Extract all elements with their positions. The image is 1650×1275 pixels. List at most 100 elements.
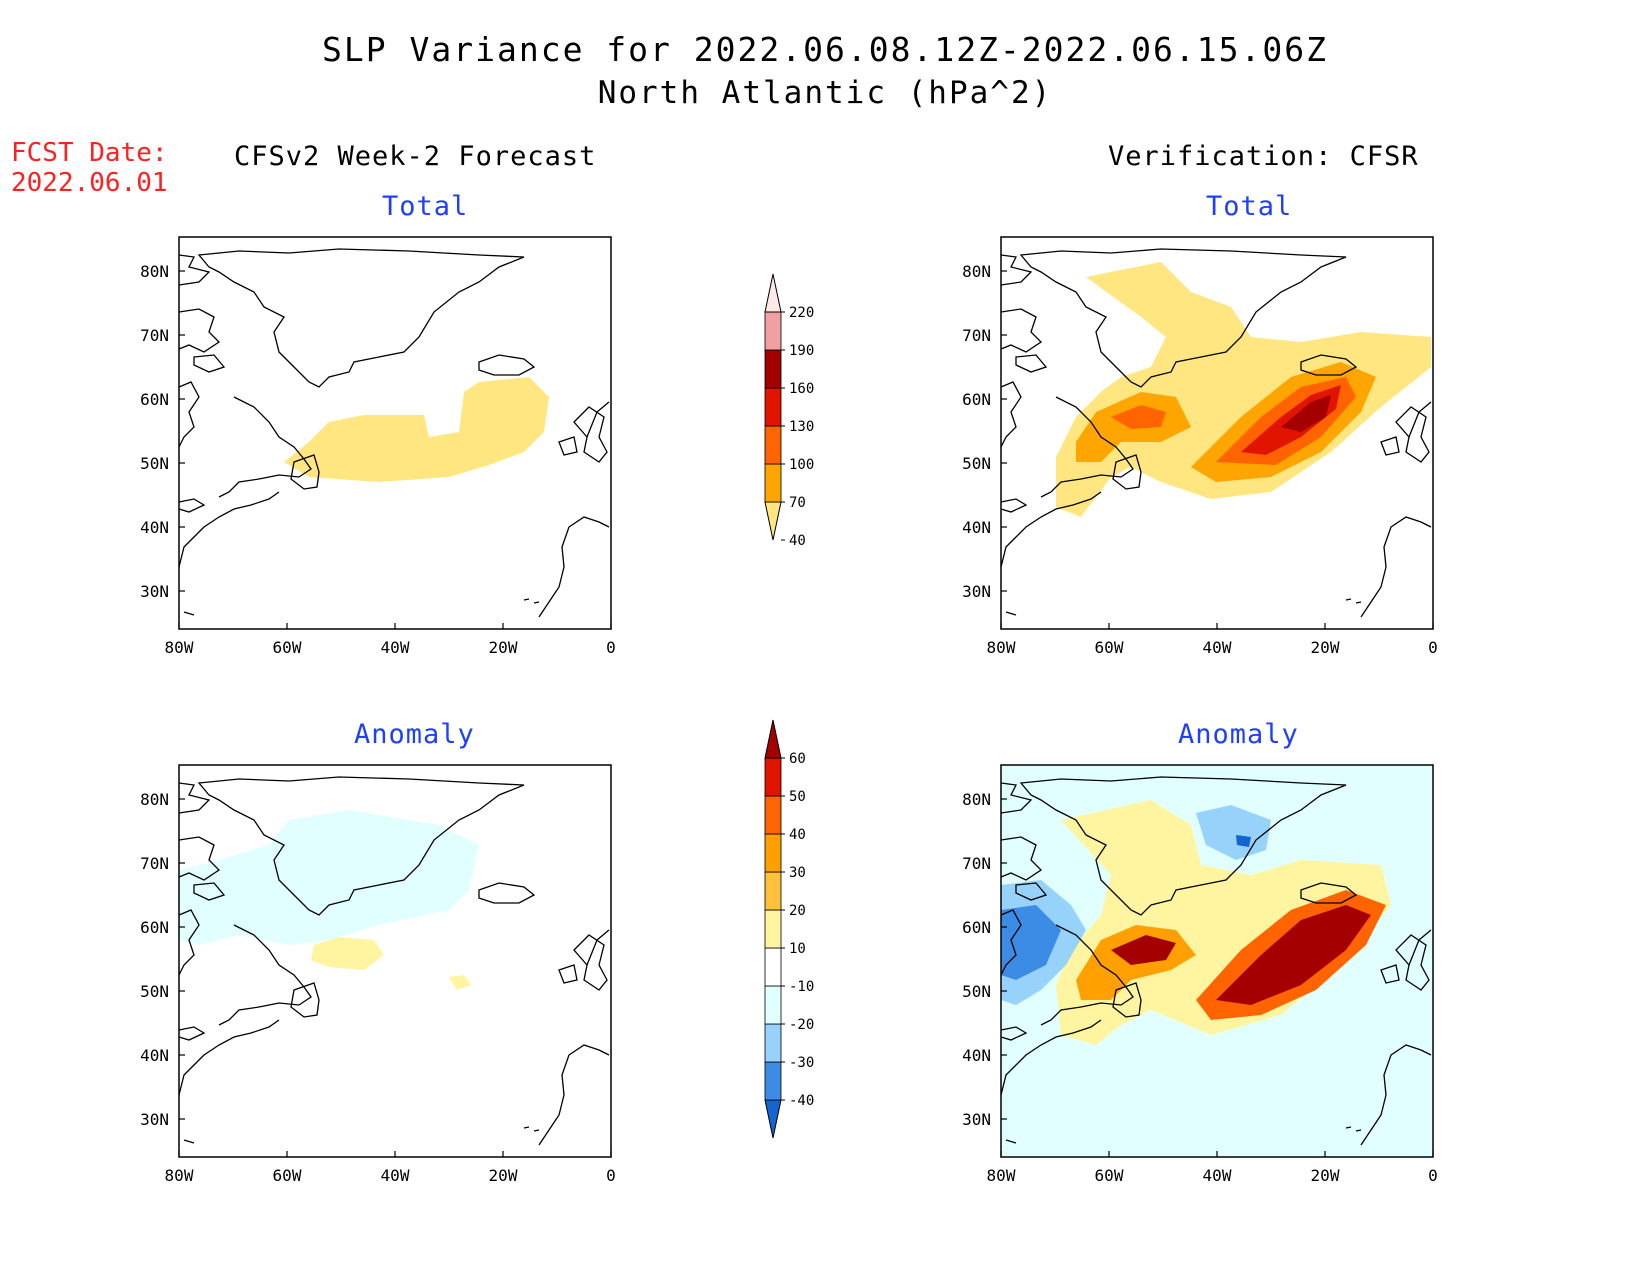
colorbar-label: 190 <box>789 343 814 359</box>
verification-anomaly-title: Anomaly <box>1178 719 1299 750</box>
colorbar-swatch <box>764 1099 782 1139</box>
y-tick-label: 70N <box>962 326 991 345</box>
y-tick-label: 40N <box>140 518 169 537</box>
y-tick-label: 30N <box>962 582 991 601</box>
shaded-contour <box>1001 905 1061 980</box>
colorbar-swatch <box>764 425 782 465</box>
y-tick-label: 70N <box>140 854 169 873</box>
colorbar-label: -40 <box>789 1093 814 1109</box>
forecast-date-label: FCST Date: <box>11 138 168 168</box>
shaded-contour <box>1056 262 1431 517</box>
y-tick-label: 50N <box>140 454 169 473</box>
x-tick-label: 0 <box>606 1166 616 1185</box>
x-tick-label: 40W <box>1203 638 1232 657</box>
colorbar-label: -30 <box>789 1055 814 1071</box>
colorbar-swatch <box>764 501 782 541</box>
colorbar-swatch <box>764 311 782 351</box>
verification-total-map <box>1000 236 1434 630</box>
colorbar-swatch <box>764 833 782 873</box>
y-tick-label: 40N <box>962 1046 991 1065</box>
shaded-contour <box>1111 405 1166 429</box>
shaded-contour <box>1111 935 1176 965</box>
x-tick-label: 40W <box>381 1166 410 1185</box>
colorbar-swatch <box>764 985 782 1025</box>
forecast-anomaly-title: Anomaly <box>354 719 475 750</box>
colorbar-label: 100 <box>789 457 814 473</box>
x-tick-label: 80W <box>165 1166 194 1185</box>
colorbar-swatch <box>764 1061 782 1101</box>
x-tick-label: 0 <box>1428 1166 1438 1185</box>
colorbar-label: 70 <box>789 495 806 511</box>
y-tick-label: 40N <box>140 1046 169 1065</box>
verification-anomaly-map <box>1000 764 1434 1158</box>
forecast-anomaly-map <box>178 764 612 1158</box>
x-tick-label: 20W <box>1311 638 1340 657</box>
left-column-title: CFSv2 Week-2 Forecast <box>234 141 597 172</box>
y-tick-label: 50N <box>962 982 991 1001</box>
colorbar-label: 160 <box>789 381 814 397</box>
y-tick-label: 70N <box>140 326 169 345</box>
shaded-contour <box>179 810 479 945</box>
colorbar-label: 30 <box>789 865 806 881</box>
x-tick-label: 20W <box>489 638 518 657</box>
anomaly-colorbar: 60 50 40 30 20 10 -10 -20 -30 -40 <box>764 719 814 1139</box>
colorbar-swatch <box>764 757 782 797</box>
x-tick-label: 20W <box>489 1166 518 1185</box>
y-tick-label: 30N <box>962 1110 991 1129</box>
shaded-contour <box>311 937 384 970</box>
y-tick-label: 50N <box>962 454 991 473</box>
x-tick-label: 40W <box>381 638 410 657</box>
shaded-contour <box>1236 835 1251 847</box>
y-tick-label: 60N <box>962 390 991 409</box>
y-tick-label: 60N <box>140 918 169 937</box>
colorbar-label: -20 <box>789 1017 814 1033</box>
right-column-title: Verification: CFSR <box>1108 141 1419 172</box>
x-tick-label: 80W <box>165 638 194 657</box>
colorbar-swatch <box>764 463 782 503</box>
y-tick-label: 80N <box>140 790 169 809</box>
colorbar-label: 220 <box>789 305 814 321</box>
colorbar-label: 60 <box>789 751 806 767</box>
forecast-total-map <box>178 236 612 630</box>
x-tick-label: 0 <box>606 638 616 657</box>
y-tick-label: 60N <box>140 390 169 409</box>
main-subtitle: North Atlantic (hPa^2) <box>597 75 1053 111</box>
y-tick-label: 80N <box>962 262 991 281</box>
colorbar-swatch <box>764 947 782 987</box>
y-tick-label: 30N <box>140 582 169 601</box>
colorbar-swatch <box>764 909 782 949</box>
colorbar-swatch <box>764 349 782 389</box>
shaded-contour <box>1281 395 1331 432</box>
x-tick-label: 80W <box>987 638 1016 657</box>
colorbar-label: 130 <box>789 419 814 435</box>
shaded-contour <box>284 377 549 482</box>
verification-total-title: Total <box>1206 191 1293 222</box>
y-tick-label: 70N <box>962 854 991 873</box>
forecast-total-title: Total <box>382 191 469 222</box>
colorbar-label: 40 <box>789 827 806 843</box>
colorbar-label: 50 <box>789 789 806 805</box>
colorbar-swatch <box>764 871 782 911</box>
colorbar-swatch <box>764 387 782 427</box>
colorbar-swatch <box>764 795 782 835</box>
colorbar-label: 20 <box>789 903 806 919</box>
x-tick-label: 80W <box>987 1166 1016 1185</box>
colorbar-swatch <box>764 719 782 759</box>
x-tick-label: 40W <box>1203 1166 1232 1185</box>
x-tick-label: 20W <box>1311 1166 1340 1185</box>
y-tick-label: 80N <box>140 262 169 281</box>
colorbar-swatch <box>764 273 782 313</box>
colorbar-swatch <box>764 1023 782 1063</box>
y-tick-label: 50N <box>140 982 169 1001</box>
y-tick-label: 80N <box>962 790 991 809</box>
colorbar-label: 40 <box>789 533 806 549</box>
shaded-contour <box>449 975 471 990</box>
x-tick-label: 60W <box>1095 1166 1124 1185</box>
x-tick-label: 0 <box>1428 638 1438 657</box>
y-tick-label: 60N <box>962 918 991 937</box>
y-tick-label: 30N <box>140 1110 169 1129</box>
x-tick-label: 60W <box>273 638 302 657</box>
shaded-contour <box>1216 905 1371 1005</box>
colorbar-label: -10 <box>789 979 814 995</box>
